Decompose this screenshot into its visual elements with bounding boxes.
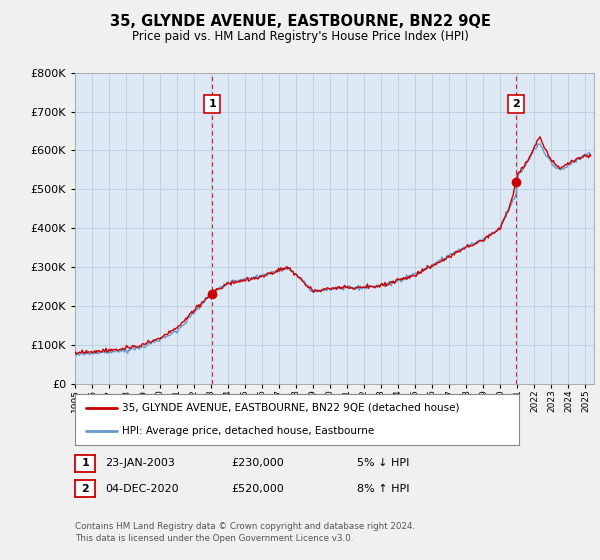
Text: 35, GLYNDE AVENUE, EASTBOURNE, BN22 9QE: 35, GLYNDE AVENUE, EASTBOURNE, BN22 9QE (110, 14, 490, 29)
Text: 5% ↓ HPI: 5% ↓ HPI (357, 458, 409, 468)
Text: £230,000: £230,000 (231, 458, 284, 468)
Text: 04-DEC-2020: 04-DEC-2020 (105, 484, 179, 494)
Text: 8% ↑ HPI: 8% ↑ HPI (357, 484, 409, 494)
Text: 1: 1 (208, 99, 216, 109)
Text: 2: 2 (512, 99, 520, 109)
Text: £520,000: £520,000 (231, 484, 284, 494)
Text: 2: 2 (82, 484, 89, 494)
Text: HPI: Average price, detached house, Eastbourne: HPI: Average price, detached house, East… (122, 426, 374, 436)
Text: 23-JAN-2003: 23-JAN-2003 (105, 458, 175, 468)
Text: 35, GLYNDE AVENUE, EASTBOURNE, BN22 9QE (detached house): 35, GLYNDE AVENUE, EASTBOURNE, BN22 9QE … (122, 403, 459, 413)
Text: Contains HM Land Registry data © Crown copyright and database right 2024.
This d: Contains HM Land Registry data © Crown c… (75, 522, 415, 543)
Text: 1: 1 (82, 458, 89, 468)
Text: Price paid vs. HM Land Registry's House Price Index (HPI): Price paid vs. HM Land Registry's House … (131, 30, 469, 43)
